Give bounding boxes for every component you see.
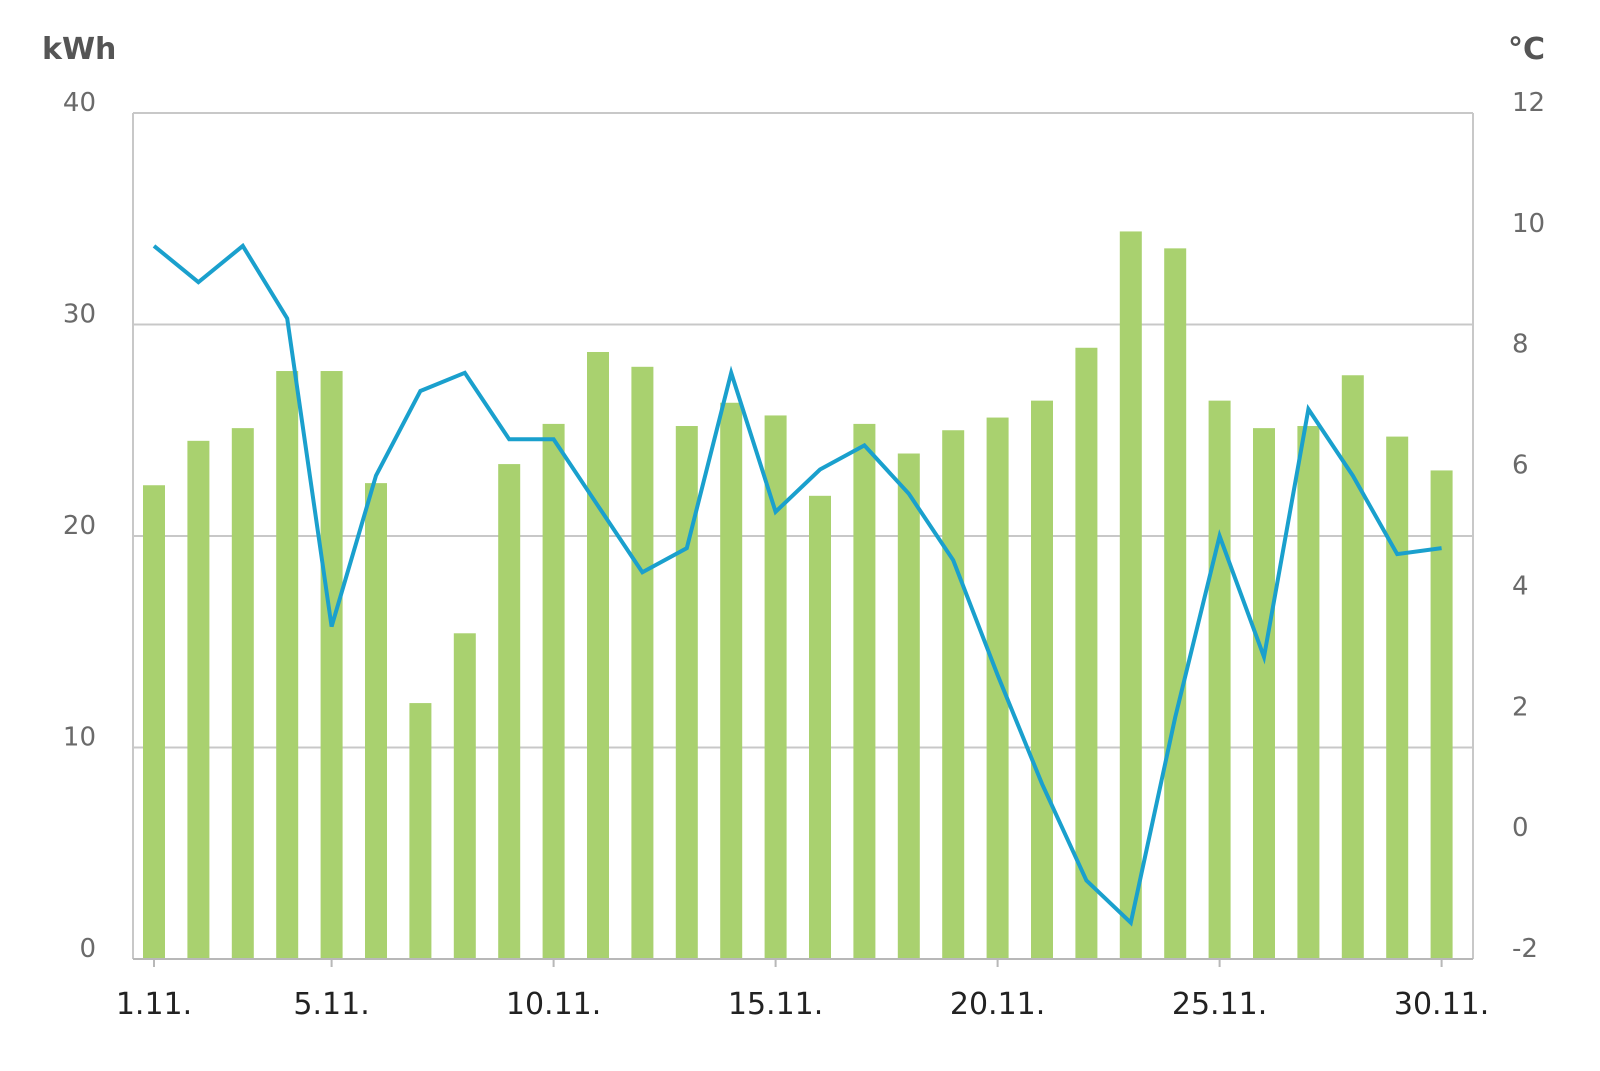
bar — [1164, 248, 1187, 960]
bar — [276, 371, 299, 959]
y-tick-label-right: 4 — [1512, 571, 1529, 601]
bar — [764, 415, 787, 959]
x-tick-label: 15.11. — [728, 987, 823, 1022]
y-tick-label-left: 10 — [63, 723, 96, 753]
temperature-line — [152, 242, 1442, 927]
y-tick-label-right: -2 — [1512, 934, 1538, 964]
y-tick-label-right: 0 — [1512, 813, 1529, 843]
y-tick-label-right: 2 — [1512, 692, 1529, 722]
x-tick-label: 20.11. — [950, 987, 1045, 1022]
y-tick-label-right: 12 — [1512, 88, 1545, 118]
bar — [587, 351, 609, 959]
bar — [986, 417, 1009, 959]
axis-labels: kWh °C 1.11. 5.11. 10.11. 15.11. 20.11. 25.11… — [42, 32, 1545, 1022]
bar — [320, 371, 343, 959]
bar — [897, 453, 920, 959]
bar — [1075, 347, 1098, 959]
x-tick-label: 10.11. — [506, 987, 601, 1022]
bar — [853, 423, 876, 959]
bar — [143, 485, 165, 959]
axes — [132, 112, 1474, 967]
bar — [1430, 470, 1453, 959]
x-tick-label: 5.11. — [293, 987, 369, 1022]
bar — [542, 423, 565, 959]
y-tick-label-right: 10 — [1512, 209, 1545, 239]
y-tick-label-left: 0 — [79, 934, 96, 964]
y-axis-right-unit: °C — [1508, 32, 1545, 67]
bar — [1386, 436, 1409, 960]
y-tick-label-left: 20 — [63, 511, 96, 541]
bar — [409, 703, 432, 959]
y-tick-label-right: 6 — [1512, 451, 1529, 481]
y-tick-label-left: 40 — [63, 88, 96, 118]
bar — [1297, 426, 1320, 959]
x-tick-label: 1.11. — [116, 987, 192, 1022]
bar — [498, 464, 521, 959]
y-tick-label-right: 8 — [1512, 330, 1529, 360]
bar — [365, 483, 387, 959]
bar — [231, 428, 254, 959]
bar — [1253, 428, 1275, 959]
y-axis-left-unit: kWh — [42, 32, 116, 67]
y-tick-label-left: 30 — [63, 300, 96, 330]
line-series — [152, 242, 1442, 927]
bar — [187, 440, 210, 959]
bar — [675, 426, 698, 959]
bar — [1031, 400, 1053, 959]
bar — [942, 430, 965, 959]
x-tick-label: 30.11. — [1394, 987, 1489, 1022]
bar — [631, 366, 654, 959]
x-tick-label: 25.11. — [1172, 987, 1267, 1022]
bar-series — [143, 231, 1453, 960]
bar — [453, 633, 476, 959]
bar — [1341, 375, 1364, 959]
bar — [809, 495, 831, 959]
bar — [720, 402, 743, 959]
bar — [1119, 231, 1142, 959]
bar — [1208, 400, 1231, 959]
